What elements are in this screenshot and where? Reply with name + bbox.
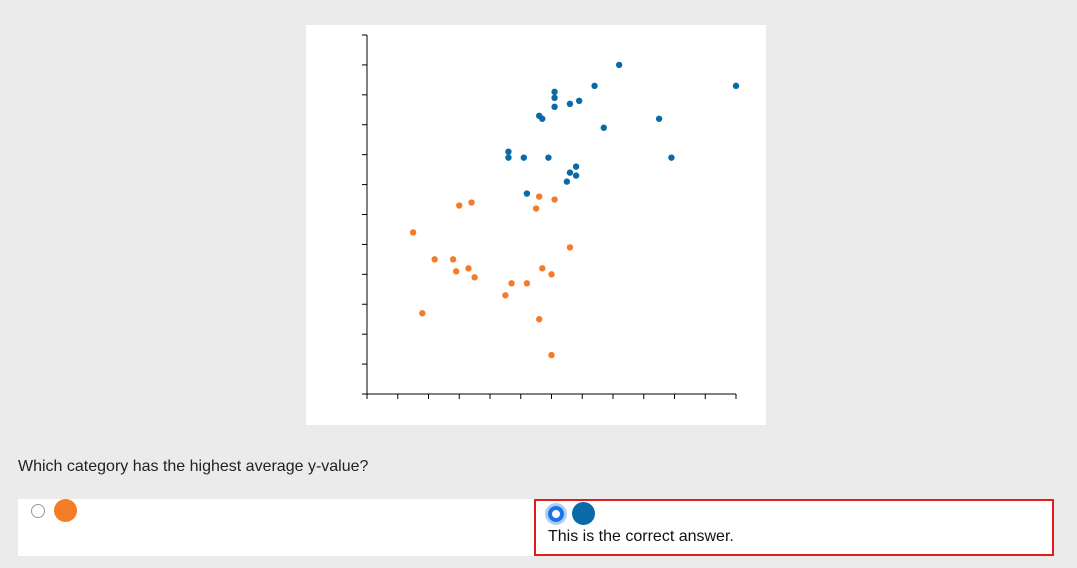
orange-point: [465, 265, 472, 272]
answer-options: This is the correct answer.: [18, 499, 1054, 556]
blue-point: [520, 154, 528, 161]
blue-point: [572, 172, 580, 179]
orange-point: [508, 280, 515, 287]
option-orange[interactable]: [18, 499, 534, 556]
blue-point: [615, 61, 623, 69]
option-orange-radio[interactable]: [31, 504, 45, 518]
blue-point: [591, 82, 598, 90]
blue-point: [523, 190, 531, 197]
orange-point: [532, 205, 540, 212]
blue-point: [668, 154, 675, 161]
blue-point: [655, 115, 663, 122]
blue-point: [575, 97, 583, 105]
blue-point: [600, 124, 607, 131]
orange-point: [536, 193, 543, 200]
orange-point: [452, 268, 460, 275]
orange-point: [502, 292, 509, 299]
blue-point: [732, 82, 740, 90]
orange-point: [468, 199, 475, 206]
orange-swatch: [54, 499, 77, 522]
option-blue[interactable]: This is the correct answer.: [534, 499, 1054, 556]
orange-point: [419, 310, 426, 317]
orange-point: [456, 202, 463, 209]
orange-point: [548, 271, 555, 278]
option-blue-radio[interactable]: [548, 506, 564, 522]
orange-point: [548, 351, 555, 359]
blue-point: [551, 103, 558, 111]
blue-point: [551, 88, 558, 96]
blue-point: [563, 178, 571, 185]
blue-point: [545, 154, 552, 161]
blue-point: [539, 115, 546, 122]
orange-point: [449, 256, 457, 263]
orange-point: [539, 265, 546, 272]
orange-point: [566, 244, 574, 251]
blue-point: [505, 148, 512, 155]
chart-card: [306, 25, 766, 425]
question-text: Which category has the highest average y…: [18, 458, 369, 475]
blue-point: [566, 100, 574, 108]
orange-point: [431, 256, 438, 263]
orange-point: [523, 280, 531, 287]
blue-point: [551, 94, 558, 102]
blue-point: [572, 163, 580, 170]
blue-swatch: [572, 502, 595, 525]
blue-point: [505, 154, 512, 161]
orange-point: [536, 316, 543, 323]
scatter-chart: [362, 34, 740, 399]
feedback-text: This is the correct answer.: [548, 528, 734, 545]
orange-point: [551, 196, 558, 203]
orange-point: [409, 229, 417, 236]
orange-point: [471, 274, 478, 281]
blue-point: [566, 169, 574, 176]
